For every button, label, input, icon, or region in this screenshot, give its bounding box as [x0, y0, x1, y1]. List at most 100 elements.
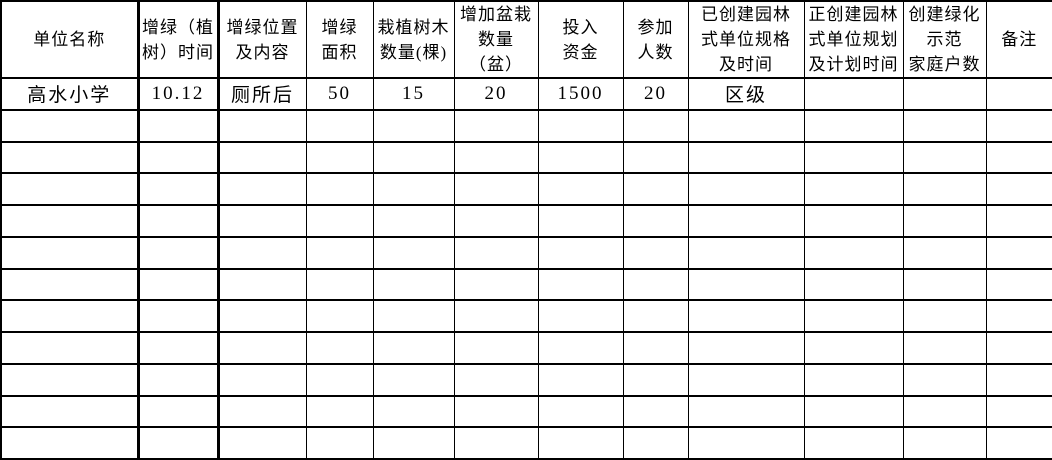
empty-cell [537, 331, 624, 365]
cell-participants: 20 [622, 77, 689, 111]
empty-cell [453, 267, 539, 302]
empty-cell [0, 235, 140, 270]
empty-cell [0, 204, 140, 238]
header-row: 单位名称 增绿（植 树）时间 增绿位置 及内容 增绿 面积 栽植树木 数量(棵) 增加盆栽… [0, 0, 1052, 79]
empty-cell [305, 108, 374, 143]
empty-cell [985, 108, 1052, 143]
empty-cell [453, 331, 539, 365]
empty-cell [687, 299, 805, 333]
cell-greening-area: 50 [305, 77, 374, 111]
table-body: 高水小学 10.12 厕所后 50 15 20 1500 20 区级 [0, 77, 1052, 460]
empty-cell [453, 362, 539, 397]
empty-cell [902, 204, 987, 238]
empty-cell [622, 108, 689, 143]
empty-cell [372, 331, 455, 365]
empty-cell [902, 267, 987, 302]
empty-row [0, 172, 1052, 206]
empty-cell [217, 267, 307, 302]
empty-cell [622, 394, 689, 429]
empty-cell [305, 267, 374, 302]
empty-cell [985, 204, 1052, 238]
cell-potted-plants: 20 [453, 77, 539, 111]
data-row-1: 高水小学 10.12 厕所后 50 15 20 1500 20 区级 [0, 77, 1052, 111]
empty-cell [985, 235, 1052, 270]
empty-cell [537, 172, 624, 206]
empty-cell [0, 267, 140, 302]
empty-cell [372, 426, 455, 460]
col-header-creating-garden-unit: 正创建园林 式单位规划 及计划时间 [803, 0, 904, 79]
empty-cell [0, 172, 140, 206]
empty-cell [622, 140, 689, 175]
empty-cell [217, 362, 307, 397]
empty-cell [985, 267, 1052, 302]
cell-creating-garden-unit [803, 77, 904, 111]
empty-cell [217, 426, 307, 460]
empty-cell [985, 426, 1052, 460]
empty-cell [372, 204, 455, 238]
empty-cell [217, 204, 307, 238]
cell-greening-location: 厕所后 [217, 77, 307, 111]
empty-cell [537, 299, 624, 333]
empty-cell [0, 426, 140, 460]
empty-cell [453, 172, 539, 206]
empty-cell [622, 331, 689, 365]
cell-greening-time: 10.12 [137, 77, 220, 111]
empty-cell [687, 235, 805, 270]
empty-cell [687, 204, 805, 238]
empty-cell [803, 362, 904, 397]
cell-unit-name: 高水小学 [0, 77, 140, 111]
empty-cell [0, 362, 140, 397]
empty-cell [537, 140, 624, 175]
empty-cell [305, 426, 374, 460]
col-header-investment: 投入 资金 [537, 0, 624, 79]
empty-cell [687, 108, 805, 143]
empty-cell [372, 267, 455, 302]
empty-cell [985, 299, 1052, 333]
empty-cell [137, 108, 220, 143]
empty-cell [305, 235, 374, 270]
cell-trees-planted: 15 [372, 77, 455, 111]
empty-cell [803, 235, 904, 270]
empty-cell [137, 267, 220, 302]
empty-cell [137, 140, 220, 175]
cell-remarks [985, 77, 1052, 111]
col-header-unit-name: 单位名称 [0, 0, 140, 79]
empty-cell [803, 204, 904, 238]
table-header: 单位名称 增绿（植 树）时间 增绿位置 及内容 增绿 面积 栽植树木 数量(棵) 增加盆栽… [0, 0, 1052, 79]
empty-cell [622, 299, 689, 333]
empty-row [0, 140, 1052, 175]
empty-cell [803, 140, 904, 175]
empty-cell [217, 235, 307, 270]
empty-cell [687, 172, 805, 206]
empty-cell [217, 394, 307, 429]
empty-cell [803, 299, 904, 333]
empty-cell [372, 108, 455, 143]
empty-cell [687, 267, 805, 302]
empty-cell [372, 299, 455, 333]
cell-established-garden-unit: 区级 [687, 77, 805, 111]
empty-cell [217, 299, 307, 333]
empty-row [0, 362, 1052, 397]
empty-row [0, 299, 1052, 333]
empty-cell [453, 204, 539, 238]
empty-cell [137, 362, 220, 397]
empty-cell [687, 426, 805, 460]
empty-cell [0, 108, 140, 143]
empty-cell [137, 331, 220, 365]
col-header-participants: 参加 人数 [622, 0, 689, 79]
empty-cell [687, 331, 805, 365]
col-header-potted-plants: 增加盆栽 数量（盆） [453, 0, 539, 79]
empty-cell [985, 140, 1052, 175]
empty-cell [537, 362, 624, 397]
empty-cell [622, 172, 689, 206]
empty-cell [0, 140, 140, 175]
empty-cell [537, 267, 624, 302]
cell-demo-households [902, 77, 987, 111]
empty-cell [305, 204, 374, 238]
empty-cell [902, 362, 987, 397]
empty-cell [622, 235, 689, 270]
empty-cell [453, 394, 539, 429]
empty-cell [0, 331, 140, 365]
col-header-greening-location: 增绿位置 及内容 [217, 0, 307, 79]
